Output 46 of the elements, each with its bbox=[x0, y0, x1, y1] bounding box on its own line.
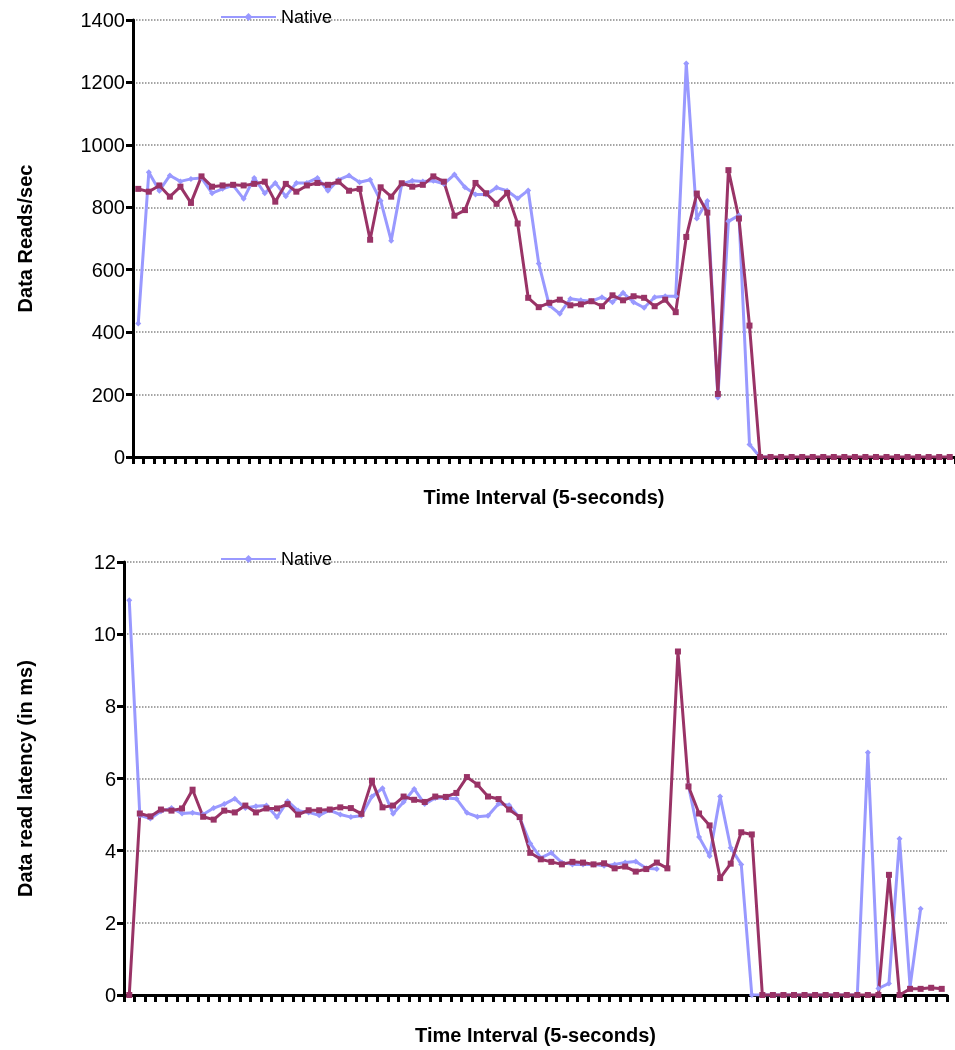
y-tick-label: 200 bbox=[91, 383, 125, 406]
y-tick-label: 0 bbox=[113, 446, 125, 468]
x-axis-title: Time Interval (5-seconds) bbox=[415, 1024, 656, 1046]
point bbox=[177, 178, 184, 185]
point bbox=[461, 184, 468, 191]
y-axis-title: Data Reads/sec bbox=[14, 164, 36, 313]
x-axis-title: Time Interval (5-seconds) bbox=[423, 486, 665, 508]
point bbox=[346, 172, 353, 179]
y-axis-title: Data read latency (in ms) bbox=[14, 660, 36, 897]
point bbox=[272, 179, 279, 186]
point bbox=[261, 190, 268, 197]
point bbox=[556, 310, 563, 317]
y-tick-label: 600 bbox=[91, 258, 125, 281]
y-tick-label: 1400 bbox=[80, 9, 125, 31]
y-tick-label: 4 bbox=[104, 839, 116, 862]
point bbox=[630, 299, 637, 306]
y-tick-label: 2 bbox=[104, 911, 116, 934]
y-tick-label: 800 bbox=[91, 196, 125, 219]
y-tick-label: 0 bbox=[104, 984, 116, 1006]
point bbox=[620, 289, 627, 296]
y-tick-label: 1000 bbox=[80, 133, 125, 156]
point bbox=[725, 218, 732, 225]
y-tick-label: 1200 bbox=[80, 71, 125, 94]
point bbox=[651, 294, 658, 301]
y-tick-label: 400 bbox=[91, 321, 125, 344]
point bbox=[451, 171, 458, 178]
legend-label: Native bbox=[281, 549, 333, 569]
y-tick-label: 8 bbox=[104, 695, 116, 718]
point bbox=[356, 179, 363, 186]
point bbox=[324, 187, 331, 194]
y-tick-label: 6 bbox=[104, 767, 116, 790]
point bbox=[514, 195, 521, 202]
y-tick-label: 12 bbox=[93, 551, 116, 573]
point bbox=[641, 304, 648, 311]
point bbox=[367, 176, 374, 183]
point bbox=[598, 294, 605, 301]
point bbox=[209, 190, 216, 197]
point bbox=[282, 193, 289, 200]
point bbox=[377, 197, 384, 204]
point bbox=[567, 295, 574, 302]
point bbox=[156, 187, 163, 194]
point bbox=[609, 299, 616, 306]
point bbox=[493, 184, 500, 191]
point bbox=[166, 172, 173, 179]
y-tick-label: 10 bbox=[93, 623, 116, 646]
legend-label: Native bbox=[281, 7, 333, 27]
